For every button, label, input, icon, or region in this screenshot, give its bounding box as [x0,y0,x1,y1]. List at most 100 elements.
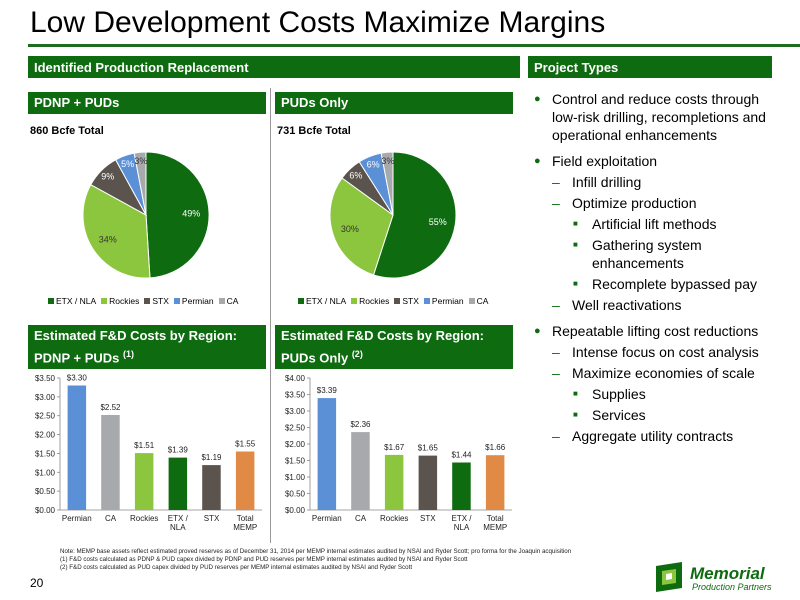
column-divider [270,88,271,543]
x-tick-label: STX [420,514,436,523]
legend-item-permian: Permian [423,296,464,306]
y-tick-label: $1.50 [35,449,56,458]
bullet-text: Repeatable lifting cost reductions [552,323,759,339]
pie-slice-ca [380,151,394,216]
bullet-text: Maximize economies of scale [572,365,755,381]
pie-slice-etx-nla [372,151,457,279]
bullet-marker: ■ [573,389,578,398]
bullet-text: Field exploitation [552,153,658,169]
pie1-total: 860 Bcfe Total [30,125,104,137]
bullet-item: – Aggregate utility contracts [530,427,780,445]
bullet-item: ● Control and reduce costs through low-ri… [530,90,780,144]
bar1-header-line2: PDNP + PUDs [34,350,120,366]
bullet-marker: – [552,344,560,360]
y-tick-label: $2.00 [285,440,306,449]
pie2-total: 731 Bcfe Total [277,125,351,137]
bullet-item: – Intense focus on cost analysis [530,343,780,361]
bullet-text: Artificial lift methods [592,216,717,232]
y-tick-label: $1.00 [35,468,56,477]
pie1-legend: ETX / NLA Rockies STX Permian CA [48,296,238,306]
bar2-header-line1: Estimated F&D Costs by Region: [281,328,484,343]
bullet-item: ● Repeatable lifting cost reductions [530,322,780,340]
bar-value-label: $1.44 [451,451,472,460]
bar-stx [418,455,438,510]
y-tick-label: $3.00 [35,393,56,402]
x-tick-label: MEMP [483,523,507,532]
pie-label-etx-nla: 55% [429,217,447,227]
bar1-header-line1: Estimated F&D Costs by Region: [34,328,237,343]
bar-total-memp [235,451,255,510]
x-tick-label: Rockies [380,514,408,523]
pie-label-rockies: 30% [341,224,359,234]
title-rule [28,44,800,47]
legend-label: CA [476,296,489,306]
y-tick-label: $0.50 [285,490,306,499]
slide-title: Low Development Costs Maximize Margins [30,6,606,39]
legend-swatch [218,298,225,304]
x-tick-label: Permian [62,514,92,523]
pie2-header: PUDs Only [275,92,513,114]
x-tick-label: Total [237,514,254,523]
bar-ca [101,415,120,510]
bar-value-label: $3.30 [67,374,88,383]
legend-swatch [351,298,358,304]
legend-item-ca: CA [468,296,489,306]
bar-value-label: $1.19 [201,453,222,462]
bar1-footnote-ref: (1) [123,349,135,359]
project-types-list: ● Control and reduce costs through low-ri… [530,90,780,448]
pie-chart-pdnp-puds: 49% 34% 9% 5% 3% [82,151,210,279]
legend-item-permian: Permian [173,296,214,306]
pie-label-ca: 3% [381,156,394,166]
bullet-marker: – [552,297,560,313]
bar2-header-line2: PUDs Only [281,350,349,366]
pie-label-permian: 6% [367,160,380,170]
pie1-header: PDNP + PUDs [28,92,266,114]
bar-ca [351,432,370,510]
bar-value-label: $1.39 [168,446,189,455]
legend-swatch [173,298,180,304]
bar1-header: Estimated F&D Costs by Region: PDNP + PU… [28,325,266,370]
bullet-item: – Maximize economies of scale [530,364,780,382]
bullet-item: ■ Supplies [530,385,780,403]
logo-tagline: Production Partners [692,582,772,592]
bar-chart-puds-only: $0.00 $0.50 $1.00 $1.50 $2.00 $2.50 $3.00 $3.50… [285,374,512,532]
bar-rockies [384,454,404,510]
legend-swatch [101,298,108,304]
pie2-legend: ETX / NLA Rockies STX Permian CA [298,296,488,306]
y-tick-label: $0.00 [35,506,56,515]
x-tick-label: Total [487,514,504,523]
x-tick-label: Rockies [130,514,158,523]
y-tick-label: $3.50 [285,391,306,400]
bullet-text: Aggregate utility contracts [572,428,734,444]
pie-label-permian: 5% [121,159,134,169]
bullet-marker: – [552,174,560,190]
legend-swatch [394,298,401,304]
legend-label: CA [226,296,239,306]
bullet-text: Optimize production [572,195,697,211]
y-tick-label: $2.50 [35,412,56,421]
bar-stx [202,465,221,510]
bar-value-label: $3.39 [317,386,338,395]
footnotes: Note: MEMP base assets reflect estimated… [60,548,571,572]
y-tick-label: $3.50 [35,374,56,383]
legend-swatch [48,298,54,304]
bar-value-label: $1.66 [485,443,506,452]
x-tick-label: CA [105,514,117,523]
legend-item-etx-nla: ETX / NLA [48,296,96,306]
pie-chart-puds-only: 55%30%6%6% 3% [329,151,457,279]
pie-label-ca: 3% [134,156,147,166]
legend-swatch [468,298,475,304]
bar-total-memp [485,455,505,510]
y-tick-label: $4.00 [285,374,306,383]
bullet-marker: ■ [573,219,578,228]
bullet-marker: ■ [573,279,578,288]
footnote-1: (1) F&D costs calculated as PDNP & PUD c… [60,556,468,563]
bullet-item: – Optimize production [530,194,780,212]
bullet-item: ■ Services [530,406,780,424]
bullet-text: Control and reduce costs through low-ris… [552,91,766,143]
bullet-marker: ● [534,325,541,337]
memorial-logo: Memorial Production Partners [652,560,792,596]
x-tick-label: STX [204,514,220,523]
bullet-text: Infill drilling [572,174,642,190]
x-tick-label: MEMP [233,523,257,532]
